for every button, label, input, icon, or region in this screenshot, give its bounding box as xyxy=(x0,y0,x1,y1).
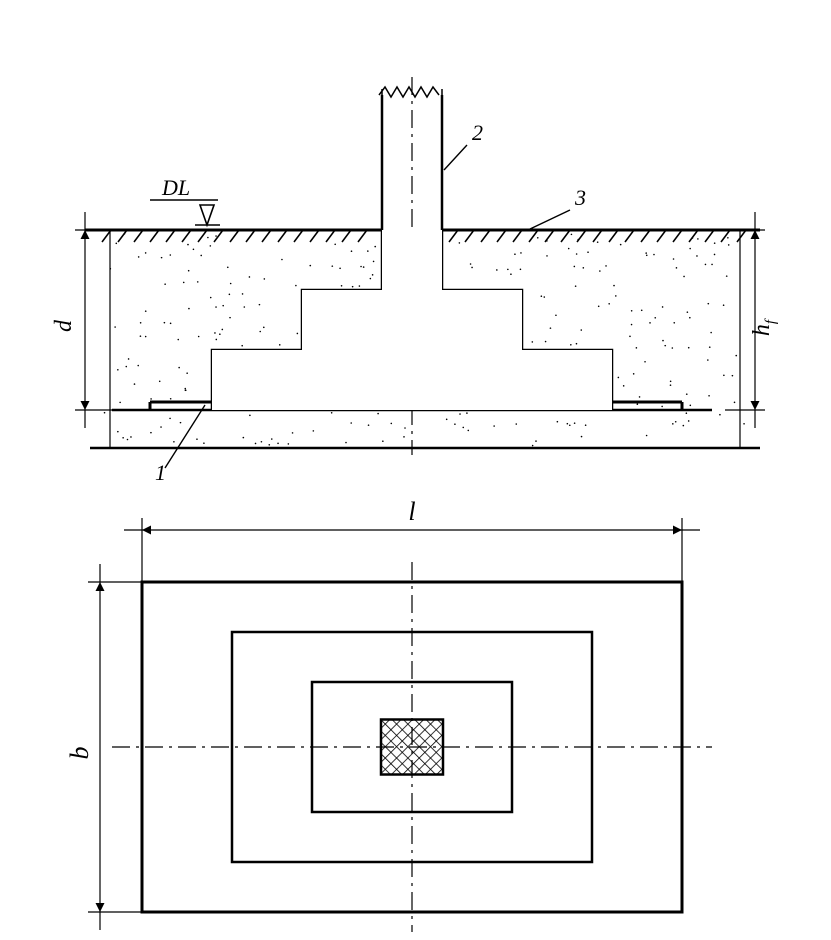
svg-text:2: 2 xyxy=(472,120,483,145)
svg-text:DL: DL xyxy=(161,175,190,200)
svg-text:l: l xyxy=(408,497,415,526)
foundation-diagram: DL 2 3 1 d hf l b xyxy=(0,0,831,940)
svg-text:b: b xyxy=(65,747,94,760)
svg-text:d: d xyxy=(51,319,77,332)
svg-text:3: 3 xyxy=(574,185,586,210)
svg-text:hf: hf xyxy=(749,318,779,336)
svg-text:1: 1 xyxy=(155,460,166,485)
